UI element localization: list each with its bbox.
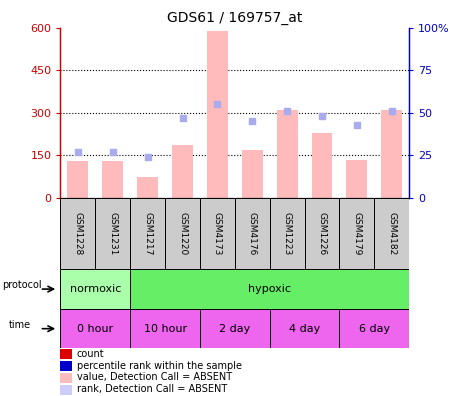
Bar bbox=[60, 309, 130, 348]
Text: protocol: protocol bbox=[2, 280, 42, 290]
Bar bbox=[95, 198, 130, 269]
Bar bbox=[67, 161, 88, 198]
Bar bbox=[339, 198, 374, 269]
Bar bbox=[130, 269, 409, 309]
Bar bbox=[235, 198, 270, 269]
Text: 4 day: 4 day bbox=[289, 324, 320, 334]
Bar bbox=[242, 150, 263, 198]
Text: GSM4176: GSM4176 bbox=[248, 212, 257, 255]
Bar bbox=[305, 198, 339, 269]
Bar bbox=[346, 160, 367, 198]
Bar bbox=[130, 198, 165, 269]
Bar bbox=[130, 309, 200, 348]
Text: 0 hour: 0 hour bbox=[77, 324, 113, 334]
Text: hypoxic: hypoxic bbox=[248, 284, 291, 294]
Bar bbox=[277, 110, 298, 198]
Point bbox=[214, 101, 221, 107]
Text: GSM1231: GSM1231 bbox=[108, 212, 117, 255]
Text: percentile rank within the sample: percentile rank within the sample bbox=[77, 360, 242, 371]
Text: GSM4182: GSM4182 bbox=[387, 212, 396, 255]
Bar bbox=[137, 177, 158, 198]
Text: value, Detection Call = ABSENT: value, Detection Call = ABSENT bbox=[77, 372, 232, 383]
Bar bbox=[60, 198, 95, 269]
Bar bbox=[102, 161, 123, 198]
Bar bbox=[207, 30, 228, 198]
Text: GSM4179: GSM4179 bbox=[352, 212, 361, 255]
Text: normoxic: normoxic bbox=[70, 284, 121, 294]
Text: rank, Detection Call = ABSENT: rank, Detection Call = ABSENT bbox=[77, 384, 227, 394]
Bar bbox=[270, 309, 339, 348]
Bar bbox=[172, 145, 193, 198]
Bar bbox=[312, 133, 332, 198]
Bar bbox=[165, 198, 200, 269]
Text: GSM1217: GSM1217 bbox=[143, 212, 152, 255]
Point bbox=[353, 122, 361, 128]
Bar bbox=[270, 198, 305, 269]
Bar bbox=[374, 198, 409, 269]
Title: GDS61 / 169757_at: GDS61 / 169757_at bbox=[167, 11, 303, 25]
Text: 10 hour: 10 hour bbox=[144, 324, 186, 334]
Text: 2 day: 2 day bbox=[219, 324, 251, 334]
Point bbox=[248, 118, 256, 124]
Bar bbox=[200, 309, 270, 348]
Point bbox=[388, 108, 395, 114]
Point bbox=[283, 108, 291, 114]
Text: 6 day: 6 day bbox=[359, 324, 390, 334]
Text: GSM1228: GSM1228 bbox=[73, 212, 82, 255]
Point bbox=[74, 149, 82, 155]
Point bbox=[109, 149, 116, 155]
Text: GSM1223: GSM1223 bbox=[283, 212, 292, 255]
Text: count: count bbox=[77, 348, 104, 359]
Bar bbox=[339, 309, 409, 348]
Point bbox=[144, 154, 152, 160]
Text: GSM1220: GSM1220 bbox=[178, 212, 187, 255]
Text: time: time bbox=[8, 320, 31, 330]
Text: GSM4173: GSM4173 bbox=[213, 212, 222, 255]
Bar bbox=[60, 269, 130, 309]
Bar bbox=[200, 198, 235, 269]
Text: GSM1226: GSM1226 bbox=[318, 212, 326, 255]
Bar bbox=[381, 110, 402, 198]
Point bbox=[179, 115, 186, 121]
Point bbox=[318, 113, 325, 120]
